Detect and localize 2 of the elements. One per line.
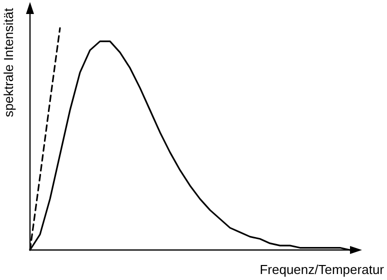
- x-axis-title: Frequenz/Temperatur: [260, 262, 385, 277]
- y-axis-title: spektrale Intensität: [1, 8, 16, 118]
